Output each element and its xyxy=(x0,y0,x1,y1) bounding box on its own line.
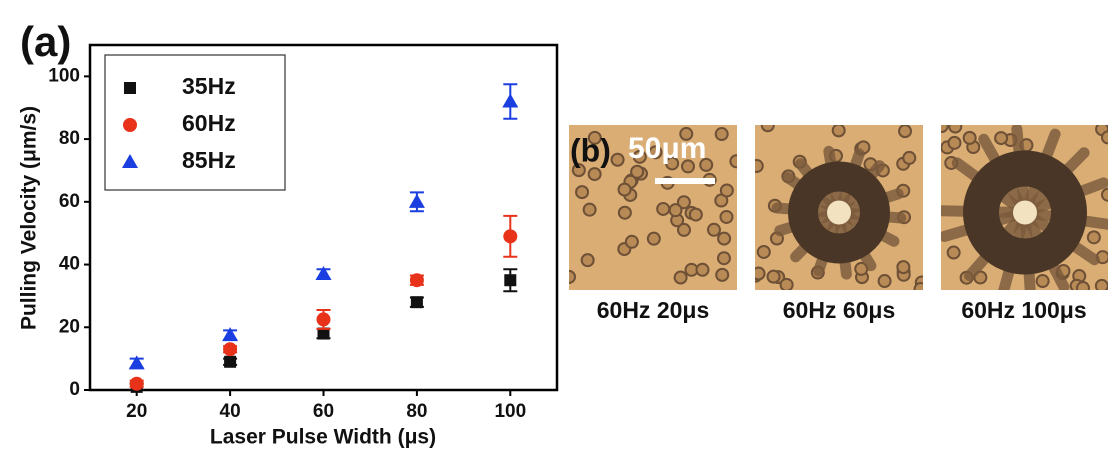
marker xyxy=(316,266,332,280)
cell xyxy=(670,204,682,216)
marker xyxy=(410,273,424,287)
marker xyxy=(411,296,423,308)
x-tick-label: 40 xyxy=(220,401,241,422)
cell xyxy=(626,236,638,248)
cell xyxy=(718,252,730,264)
cell xyxy=(936,120,948,132)
cell xyxy=(751,160,763,172)
cell xyxy=(584,204,596,216)
cell xyxy=(948,247,960,259)
marker xyxy=(223,342,237,356)
marker xyxy=(130,377,144,391)
cell xyxy=(716,128,728,140)
marker xyxy=(317,312,331,326)
cell xyxy=(1102,131,1108,143)
y-tick-label: 40 xyxy=(59,254,80,275)
cell xyxy=(1088,231,1100,243)
y-axis-title: Pulling Velocity (μm/s) xyxy=(18,106,41,330)
legend-label: 85Hz xyxy=(182,147,236,173)
panel-label: (b) xyxy=(570,132,611,168)
cell xyxy=(1096,280,1108,292)
caption: 60Hz 20μs xyxy=(597,297,710,323)
figure: (a) Laser Pulse Width (μs) Pulling Veloc… xyxy=(0,0,1108,454)
legend-label: 35Hz xyxy=(182,73,236,99)
marker xyxy=(222,327,238,341)
legend-label: 60Hz xyxy=(182,110,236,136)
cell xyxy=(781,279,793,291)
cell xyxy=(675,272,687,284)
cell xyxy=(631,166,643,178)
marker xyxy=(224,356,236,368)
cell xyxy=(833,124,845,136)
panel-label: (a) xyxy=(20,18,71,65)
y-tick-label: 100 xyxy=(48,65,80,86)
marker xyxy=(503,229,517,243)
y-tick-label: 80 xyxy=(59,128,80,149)
cell xyxy=(762,119,774,131)
scale-bar xyxy=(655,178,715,184)
cell xyxy=(690,209,702,221)
cell xyxy=(619,207,631,219)
cell xyxy=(995,132,1007,144)
marker xyxy=(504,274,516,286)
marker xyxy=(502,93,518,107)
caption: 60Hz 100μs xyxy=(961,297,1086,323)
cell xyxy=(657,203,669,215)
cell xyxy=(1077,282,1089,294)
page: {"figure": {"panel_a_label": "(a)", "pan… xyxy=(0,0,1108,454)
micrograph xyxy=(936,120,1108,296)
x-axis-title: Laser Pulse Width (μs) xyxy=(210,426,436,449)
caption: 60Hz 60μs xyxy=(783,297,896,323)
x-tick-label: 80 xyxy=(406,401,427,422)
cell xyxy=(697,264,709,276)
marker xyxy=(124,82,136,94)
spot xyxy=(827,201,851,225)
cell xyxy=(964,132,976,144)
marker xyxy=(409,194,425,208)
marker xyxy=(129,355,145,369)
cell xyxy=(716,269,728,281)
cell xyxy=(718,233,730,245)
cell xyxy=(879,275,891,287)
cell xyxy=(589,168,601,180)
scale-bar-label: 50μm xyxy=(628,132,706,165)
y-tick-label: 60 xyxy=(59,191,80,212)
cell xyxy=(648,233,660,245)
cell xyxy=(899,125,911,137)
x-tick-label: 20 xyxy=(126,401,147,422)
cell xyxy=(720,211,732,223)
cell xyxy=(612,154,624,166)
cell xyxy=(576,186,588,198)
x-tick-label: 100 xyxy=(494,401,526,422)
cell xyxy=(721,184,733,196)
cell xyxy=(582,254,594,266)
cell xyxy=(730,155,742,167)
micrograph xyxy=(749,119,927,295)
cell xyxy=(897,261,909,273)
cell xyxy=(1102,189,1108,201)
cell xyxy=(903,152,915,164)
cell xyxy=(948,137,960,149)
x-tick-label: 60 xyxy=(313,401,334,422)
cell xyxy=(949,121,961,133)
cell xyxy=(915,283,927,295)
cell xyxy=(708,224,720,236)
cell xyxy=(619,184,631,196)
cell xyxy=(563,271,575,283)
spot xyxy=(1013,201,1037,225)
cell xyxy=(768,271,780,283)
cell xyxy=(758,246,770,258)
cell xyxy=(753,268,765,280)
cell xyxy=(1037,275,1049,287)
y-tick-label: 0 xyxy=(69,379,80,400)
y-tick-label: 20 xyxy=(59,316,80,337)
marker xyxy=(123,118,137,132)
